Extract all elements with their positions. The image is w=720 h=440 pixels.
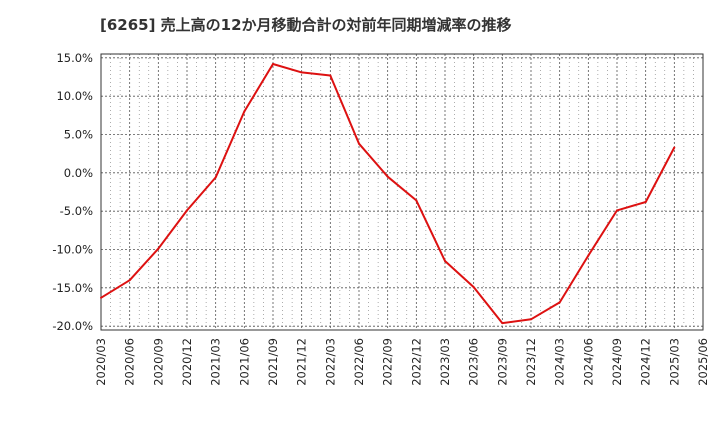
data-point: [415, 199, 418, 202]
y-tick-label: -20.0%: [52, 319, 93, 333]
x-tick-label: 2021/09: [266, 338, 280, 386]
data-point: [186, 209, 188, 212]
data-point: [272, 62, 274, 65]
x-tick-label: 2025/06: [696, 338, 710, 386]
x-tick-label: 2021/12: [295, 338, 309, 386]
data-point: [329, 74, 332, 77]
y-tick-label: -5.0%: [60, 204, 93, 218]
data-point: [100, 296, 102, 299]
x-tick-label: 2024/06: [581, 338, 595, 386]
x-axis-tick-labels: 2020/03 2020/06 2020/09 2020/12 2021/03 2021/…: [94, 338, 710, 386]
data-point: [300, 71, 303, 74]
horizontal-gridlines: [101, 57, 703, 327]
x-tick-label: 2022/06: [352, 338, 366, 386]
x-tick-label: 2025/03: [667, 338, 681, 386]
data-point: [128, 279, 131, 282]
chart-title: [6265] 売上高の12か月移動合計の対前年同期増減率の推移: [100, 16, 512, 34]
data-point: [243, 110, 246, 113]
y-tick-label: 10.0%: [56, 89, 93, 103]
x-tick-label: 2020/09: [151, 338, 165, 386]
x-tick-label: 2024/09: [610, 338, 624, 386]
data-point: [644, 200, 647, 203]
x-tick-label: 2022/12: [409, 338, 423, 386]
x-tick-label: 2020/03: [94, 338, 108, 386]
data-point: [157, 247, 160, 250]
plot-frame: [100, 53, 704, 331]
x-tick-label: 2024/03: [553, 338, 567, 386]
y-tick-label: -10.0%: [52, 243, 93, 257]
x-tick-label: 2022/09: [381, 338, 395, 386]
x-tick-label: 2023/03: [438, 338, 452, 386]
data-point: [358, 142, 360, 145]
y-tick-label: 15.0%: [56, 51, 93, 65]
data-point: [587, 254, 590, 257]
data-point: [501, 322, 504, 325]
y-tick-label: 5.0%: [64, 128, 93, 142]
x-tick-label: 2022/03: [323, 338, 337, 386]
x-tick-label: 2024/12: [639, 338, 653, 386]
y-axis-tick-labels: 15.0% 10.0% 5.0% 0.0% -5.0% -10.0% -15.0% -20.0…: [52, 51, 93, 333]
x-tick-label: 2021/06: [237, 338, 251, 386]
x-tick-label: 2020/06: [123, 338, 137, 386]
x-tick-label: 2020/12: [180, 338, 194, 386]
x-tick-label: 2023/12: [524, 338, 538, 386]
data-point: [558, 301, 561, 304]
x-tick-label: 2023/09: [495, 338, 509, 386]
x-tick-label: 2023/06: [467, 338, 481, 386]
data-point: [530, 318, 532, 321]
series-layer: [100, 62, 676, 325]
data-point: [673, 146, 676, 149]
data-point: [472, 286, 475, 289]
plot-background: [101, 54, 703, 330]
data-point: [444, 260, 446, 262]
data-point: [386, 175, 389, 178]
data-point: [214, 176, 217, 179]
x-tick-label: 2021/03: [209, 338, 223, 386]
y-tick-label: -15.0%: [52, 281, 93, 295]
y-tick-label: 0.0%: [64, 166, 93, 180]
data-point: [616, 209, 618, 212]
